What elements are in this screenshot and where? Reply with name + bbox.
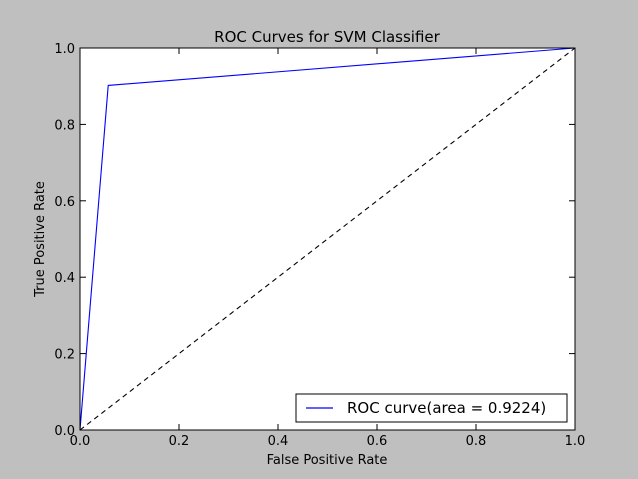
x-tick-label: 0.0 (70, 434, 91, 449)
plot-area (80, 48, 575, 430)
series-layer (79, 47, 576, 431)
y-tick-label: 0.6 (54, 195, 75, 210)
y-tick-label: 1.0 (54, 42, 75, 57)
y-tick-label: 0.0 (54, 424, 75, 439)
legend-label: ROC curve(area = 0.9224) (347, 399, 546, 417)
x-tick-label: 0.4 (268, 434, 289, 449)
chart-title: ROC Curves for SVM Classifier (214, 28, 440, 46)
x-tick-label: 0.6 (367, 434, 388, 449)
x-tick-label: 0.8 (466, 434, 487, 449)
roc-curve-line (79, 47, 576, 431)
y-axis-label: True Positive Rate (33, 181, 48, 298)
x-tick-label: 1.0 (565, 434, 586, 449)
plot-frame (79, 47, 576, 431)
y-tick-label: 0.8 (54, 118, 75, 133)
y-tick-label: 0.2 (54, 348, 75, 363)
x-tick-label: 0.2 (169, 434, 190, 449)
y-tick-label: 0.4 (54, 271, 75, 286)
legend: ROC curve(area = 0.9224) (295, 393, 568, 423)
x-axis-label: False Positive Rate (267, 453, 388, 468)
legend-box (295, 393, 568, 423)
